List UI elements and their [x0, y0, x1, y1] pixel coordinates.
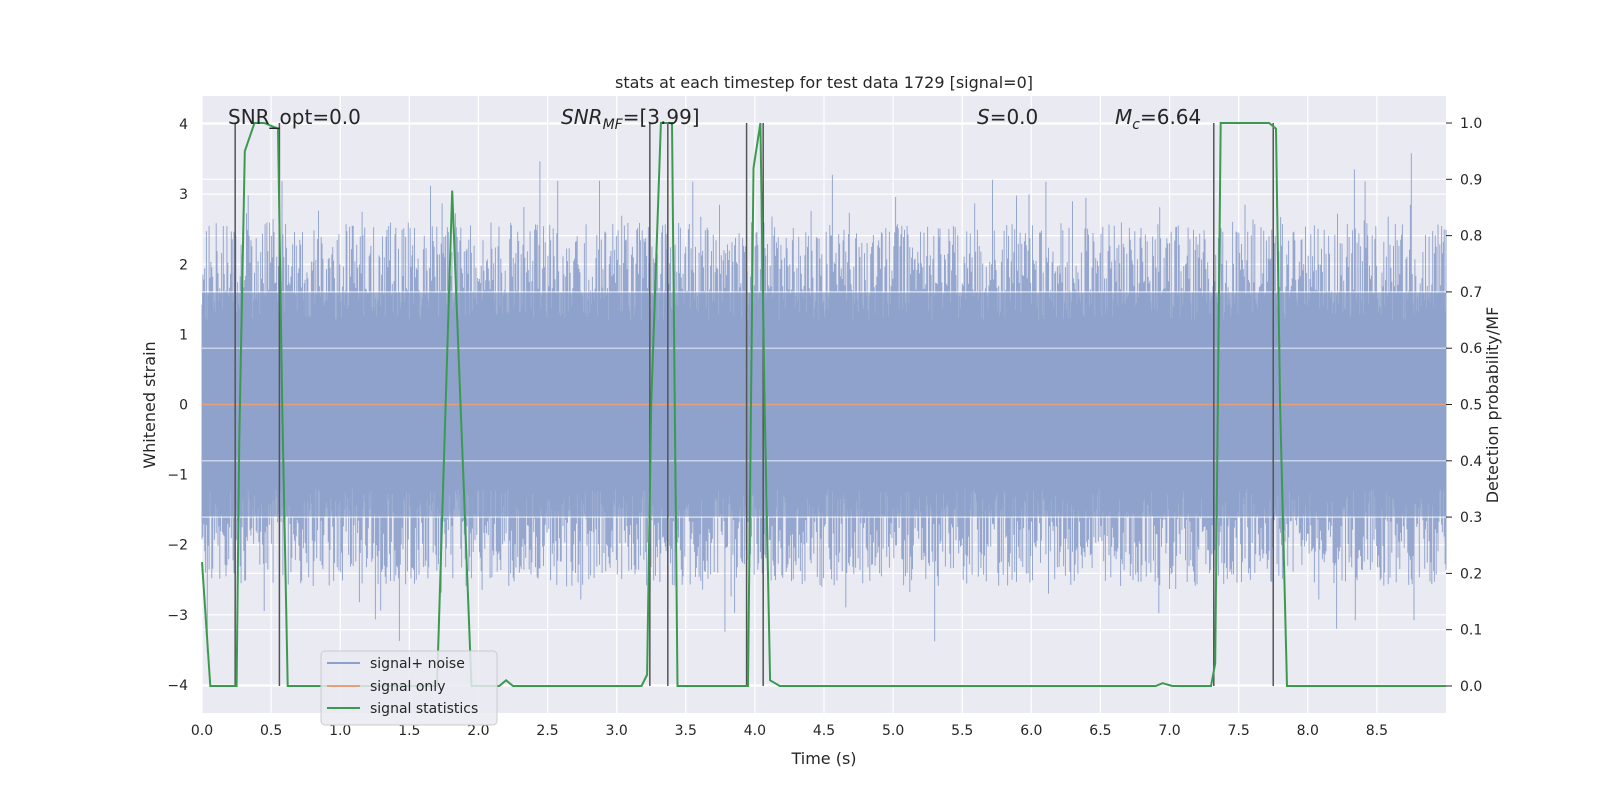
- x-tick-label: 2.5: [536, 723, 558, 739]
- y2-tick-label: 0.0: [1460, 679, 1482, 695]
- y-tick-label: 0: [179, 398, 188, 414]
- y2-tick-label: 0.5: [1460, 398, 1482, 414]
- x-tick-label: 0.0: [191, 723, 213, 739]
- x-tick-label: 6.0: [1020, 723, 1042, 739]
- annotation-snr-mf-base: SNR: [561, 105, 603, 129]
- x-tick-label: 1.5: [398, 723, 420, 739]
- y-tick-label: 4: [179, 117, 188, 133]
- y-tick-label: 2: [179, 257, 188, 273]
- annotation-snr-opt: SNR_opt=0.0: [228, 105, 361, 129]
- x-tick-label: 5.5: [951, 723, 973, 739]
- annotation-snr-mf: SNRMF=[3.99]: [561, 105, 700, 133]
- y-tick-label: −2: [167, 538, 188, 554]
- legend-box: [320, 650, 498, 726]
- y-tick-label: −4: [167, 678, 188, 694]
- y-ticks: 4 3 2 1 0 −1 −2 −3 −4: [167, 117, 188, 694]
- x-tick-label: 8.0: [1297, 723, 1319, 739]
- x-tick-label: 1.0: [329, 723, 351, 739]
- y2-tick-label: 0.2: [1460, 566, 1482, 582]
- annotation-snr-mf-val: =[3.99]: [623, 105, 700, 129]
- vertical-markers: [234, 123, 1274, 686]
- legend-label-signal-only: signal only: [370, 679, 445, 695]
- x-tick-label: 2.0: [467, 723, 489, 739]
- y2-tick-label: 0.3: [1460, 510, 1482, 526]
- y2-tick-label: 1.0: [1460, 116, 1482, 132]
- legend-label-statistics: signal statistics: [370, 701, 478, 717]
- y-tick-label: −3: [167, 608, 188, 624]
- y-axis-label: Whitened strain: [140, 341, 159, 468]
- y2-axis-label: Detection probability/MF: [1483, 307, 1502, 504]
- y-tick-label: 1: [179, 327, 188, 343]
- annotation-s-var: S: [977, 105, 990, 129]
- x-ticks: 0.0 0.5 1.0 1.5 2.0 2.5 3.0 3.5 4.0 4.5 5.0 5.5 6.0 6…: [191, 723, 1388, 739]
- chart-title: stats at each timestep for test data 172…: [615, 73, 1033, 92]
- x-tick-label: 0.5: [260, 723, 282, 739]
- annotation-mc-val: =6.64: [1140, 105, 1201, 129]
- x-tick-label: 5.0: [882, 723, 904, 739]
- y2-tick-label: 0.9: [1460, 172, 1482, 188]
- legend-label-noise: signal+ noise: [370, 656, 465, 672]
- annotation-mc-sub: c: [1132, 117, 1140, 133]
- y2-tick-label: 0.7: [1460, 285, 1482, 301]
- annotation-snr-mf-sub: MF: [603, 117, 624, 133]
- x-tick-label: 6.5: [1089, 723, 1111, 739]
- y-tick-label: 3: [179, 187, 188, 203]
- noise-trace: [201, 153, 1447, 653]
- y2-tick-label: 0.8: [1460, 229, 1482, 245]
- signal-statistics-line: [201, 122, 1446, 687]
- y2-tick-label: 0.6: [1460, 341, 1482, 357]
- x-axis-label: Time (s): [790, 749, 856, 768]
- x-tick-label: 7.0: [1158, 723, 1180, 739]
- x-tick-label: 3.0: [606, 723, 628, 739]
- annotation-s: S=0.0: [977, 105, 1038, 129]
- x-tick-label: 4.5: [813, 723, 835, 739]
- annotation-mc: Mc=6.64: [1115, 105, 1201, 133]
- legend: signal+ noise signal only signal statist…: [320, 650, 498, 726]
- x-tick-label: 7.5: [1228, 723, 1250, 739]
- x-tick-label: 3.5: [675, 723, 697, 739]
- y2-tick-label: 0.4: [1460, 454, 1482, 470]
- y2-tick-label: 0.1: [1460, 623, 1482, 639]
- x-tick-label: 8.5: [1366, 723, 1388, 739]
- y-tick-label: −1: [167, 468, 188, 484]
- annotation-s-val: =0.0: [990, 105, 1039, 129]
- x-tick-label: 4.0: [744, 723, 766, 739]
- y2-ticks: 1.0 0.9 0.8 0.7 0.6 0.5 0.4 0.3 0.2 0.1 0.0: [1446, 116, 1482, 695]
- annotation-mc-base: M: [1115, 105, 1132, 129]
